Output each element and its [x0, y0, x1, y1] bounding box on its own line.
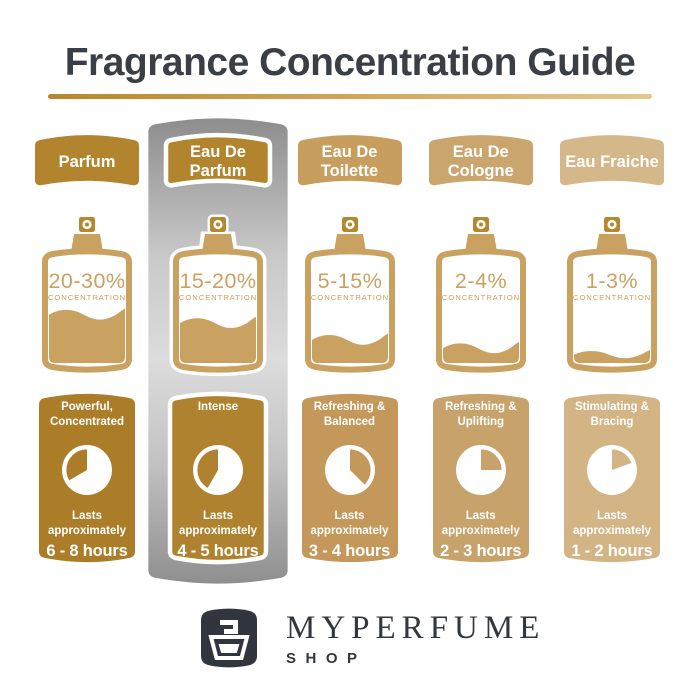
scent-character-label: Intense: [197, 401, 239, 413]
bottle-body: [567, 248, 657, 373]
perfume-bottle-icon: 5-15% CONCENTRATION: [304, 217, 395, 373]
concentration-value: 5-15%: [317, 269, 382, 293]
column-eau-de-cologne: Eau De Cologne 2-4% CONCENTRATION Refres…: [427, 129, 535, 574]
liquid-fill: [442, 341, 519, 363]
scent-character-label: Stimulating & Bracing: [574, 401, 650, 428]
perfume-bottle-icon: 15-20% CONCENTRATION: [169, 214, 267, 377]
header-ribbon: [428, 135, 533, 186]
duration-card: Refreshing & Uplifting Lasts approximate…: [431, 389, 531, 567]
fragrance-type-label: Eau De Toilette: [320, 143, 379, 180]
concentration-caption: CONCENTRATION: [442, 293, 520, 302]
header-ribbon: [560, 135, 664, 186]
column-eau-de-toilette: Eau De Toilette 5-15% CONCENTRATION Refr…: [296, 129, 404, 574]
concentration-value: 1-3%: [586, 269, 638, 293]
concentration-caption: CONCENTRATION: [310, 293, 388, 302]
page-title: Fragrance Concentration Guide: [64, 41, 636, 84]
fragrance-type-label: Eau Fraiche: [565, 152, 659, 171]
clock-pie-icon: [62, 445, 112, 495]
duration-value: 6 - 8 hours: [46, 541, 128, 560]
duration-value: 4 - 5 hours: [177, 541, 259, 560]
myperfume-logo-icon: [201, 608, 257, 668]
bottle-cap: [465, 234, 497, 249]
liquid-fill: [311, 333, 388, 363]
bottle-cap: [71, 234, 103, 249]
duration-card: Intense Lasts approximately 4 - 5 hours: [167, 389, 269, 567]
liquid-fill: [180, 316, 256, 363]
column-parfum: Parfum 20-30% CONCENTRATION Powerful, Co…: [33, 129, 141, 574]
header-ribbon: [35, 135, 139, 186]
header-ribbon: [297, 135, 402, 186]
bottle-cap: [596, 234, 628, 249]
bottle-cap: [334, 234, 365, 249]
concentration-caption: CONCENTRATION: [573, 293, 651, 302]
duration-card: Refreshing & Balanced Lasts approximatel…: [300, 389, 400, 567]
column-eau-de-parfum: Eau De Parfum 15-20% CONCENTRATION Inten…: [163, 129, 273, 574]
concentration-caption: CONCENTRATION: [179, 293, 257, 302]
column-eau-fraiche: Eau Fraiche 1-3% CONCENTRATION Stimulati…: [558, 129, 666, 574]
clock-pie-icon: [455, 445, 506, 495]
lasts-label: Lasts approximately: [310, 510, 389, 537]
duration-card: Stimulating & Bracing Lasts approximatel…: [562, 389, 662, 567]
perfume-bottle-icon: 2-4% CONCENTRATION: [435, 217, 526, 373]
duration-value: 2 - 3 hours: [440, 541, 522, 560]
duration-card: Powerful, Concentrated Lasts approximate…: [37, 389, 137, 567]
concentration-caption: CONCENTRATION: [48, 293, 126, 302]
concentration-value: 2-4%: [455, 269, 507, 293]
duration-value: 3 - 4 hours: [308, 541, 391, 560]
title-underline: [48, 94, 652, 99]
header-ribbon: [163, 132, 273, 188]
scent-character-label: Refreshing & Uplifting: [444, 401, 517, 428]
concentration-value: 20-30%: [48, 269, 125, 293]
lasts-label: Lasts approximately: [573, 510, 651, 537]
clock-pie-icon: [587, 445, 637, 495]
clock-pie-icon: [193, 445, 243, 495]
brand-name: MYPERFUME: [286, 609, 546, 646]
fragrance-type-label: Parfum: [58, 152, 116, 171]
bottle-cap: [202, 234, 234, 249]
fragrance-type-label: Eau De Cologne: [447, 143, 514, 180]
fragrance-type-label: Eau De Parfum: [189, 143, 247, 180]
bottle-glyph: [220, 620, 238, 634]
scent-character-label: Powerful, Concentrated: [49, 401, 125, 428]
brand-subtitle: SHOP: [286, 649, 367, 667]
liquid-fill: [574, 349, 650, 363]
lasts-label: Lasts approximately: [179, 510, 257, 537]
scent-character-label: Refreshing & Balanced: [313, 401, 386, 428]
clock-pie-icon: [324, 445, 375, 495]
lasts-label: Lasts approximately: [441, 510, 520, 537]
perfume-bottle-icon: 1-3% CONCENTRATION: [567, 217, 657, 373]
liquid-fill: [49, 308, 125, 363]
bottle-body: [435, 248, 526, 373]
lasts-label: Lasts approximately: [48, 510, 126, 537]
duration-value: 1 - 2 hours: [571, 541, 653, 560]
concentration-value: 15-20%: [179, 269, 256, 293]
perfume-bottle-icon: 20-30% CONCENTRATION: [42, 217, 132, 373]
brand-footer: MYPERFUME SHOP: [199, 605, 545, 671]
